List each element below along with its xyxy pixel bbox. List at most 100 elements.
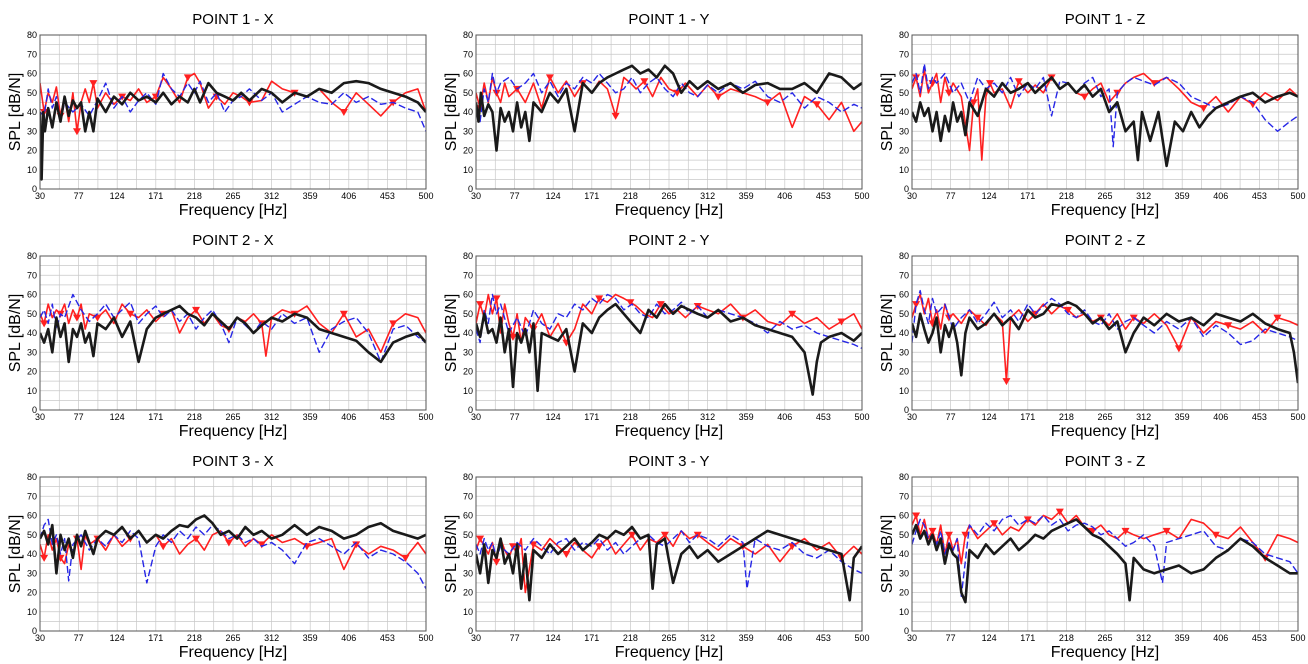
series-marker-red bbox=[257, 541, 266, 549]
series-marker-red bbox=[837, 318, 846, 326]
series-line-blue bbox=[476, 72, 862, 123]
x-tick-label: 124 bbox=[110, 633, 125, 643]
x-tick-label: 406 bbox=[777, 191, 792, 201]
plot-frame bbox=[475, 34, 863, 190]
y-tick-label: 70 bbox=[27, 491, 37, 501]
x-tick-label: 124 bbox=[982, 412, 997, 422]
series-marker-red bbox=[339, 310, 348, 318]
x-tick-label: 171 bbox=[148, 412, 163, 422]
plot-frame bbox=[475, 255, 863, 411]
y-tick-label: 0 bbox=[468, 626, 473, 636]
series-line-red bbox=[40, 72, 426, 133]
series-marker-red bbox=[714, 93, 723, 101]
y-tick-label: 60 bbox=[899, 69, 909, 79]
y-tick-label: 70 bbox=[463, 491, 473, 501]
y-tick-label: 10 bbox=[27, 165, 37, 175]
y-tick-label: 60 bbox=[899, 511, 909, 521]
y-axis-label: SPL [dB/N] bbox=[7, 515, 24, 594]
series-marker-red bbox=[973, 314, 982, 322]
x-tick-label: 500 bbox=[418, 633, 433, 643]
x-tick-label: 265 bbox=[661, 633, 676, 643]
y-tick-label: 40 bbox=[463, 328, 473, 338]
series-line-black bbox=[40, 304, 426, 364]
series-marker-red bbox=[224, 539, 233, 547]
series-marker-red bbox=[159, 543, 168, 551]
series-marker-red bbox=[1121, 527, 1130, 535]
series-marker-red bbox=[1064, 306, 1073, 314]
x-tick-label: 359 bbox=[739, 412, 754, 422]
x-tick-label: 30 bbox=[35, 191, 45, 201]
series-marker-red bbox=[1150, 80, 1159, 88]
y-tick-label: 20 bbox=[27, 146, 37, 156]
panel-title: POINT 1 - Y bbox=[628, 11, 709, 28]
series-marker-red bbox=[912, 74, 921, 82]
x-axis-label: Frequency [Hz] bbox=[615, 202, 723, 219]
series-marker-red bbox=[1162, 527, 1171, 535]
plot-frame bbox=[911, 34, 1299, 190]
series-line-red bbox=[476, 76, 862, 133]
x-tick-label: 265 bbox=[225, 191, 240, 201]
series-marker-red bbox=[628, 531, 637, 539]
chart-panel: 30 77 124 171 218 265 312 359 406 453 500 0 10 20 30 40… bbox=[872, 0, 1308, 221]
x-tick-label: 124 bbox=[546, 191, 561, 201]
y-tick-label: 30 bbox=[27, 568, 37, 578]
series-marker-red bbox=[990, 520, 999, 528]
y-tick-label: 40 bbox=[27, 328, 37, 338]
x-tick-label: 30 bbox=[907, 633, 917, 643]
series-line-blue bbox=[40, 72, 426, 132]
x-tick-label: 77 bbox=[74, 412, 84, 422]
x-tick-label: 77 bbox=[510, 633, 520, 643]
series-marker-red bbox=[595, 543, 604, 551]
series-line-blue bbox=[476, 293, 862, 350]
series-marker-red bbox=[1055, 508, 1064, 516]
series-line-black bbox=[912, 76, 1298, 168]
series-marker-red bbox=[492, 295, 501, 303]
series-line-black bbox=[476, 302, 862, 396]
y-tick-label: 80 bbox=[27, 251, 37, 261]
series-line-red bbox=[912, 293, 1298, 382]
chart-svg: 30 77 124 171 218 265 312 359 406 453 500 0 10 20 30 40… bbox=[7, 453, 434, 661]
series-marker-red bbox=[352, 541, 361, 549]
plot-frame bbox=[911, 255, 1299, 411]
x-axis-label: Frequency [Hz] bbox=[179, 644, 287, 661]
y-tick-label: 50 bbox=[27, 88, 37, 98]
plot-frame bbox=[475, 476, 863, 632]
y-axis-label: SPL [dB/N] bbox=[879, 515, 896, 594]
grid bbox=[911, 255, 1299, 411]
x-tick-label: 453 bbox=[1252, 191, 1267, 201]
y-tick-label: 30 bbox=[899, 126, 909, 136]
series-marker-red bbox=[508, 543, 517, 551]
y-tick-label: 50 bbox=[27, 530, 37, 540]
y-tick-label: 30 bbox=[899, 568, 909, 578]
chart-svg: 30 77 124 171 218 265 312 359 406 453 500 0 10 20 30 40… bbox=[7, 11, 434, 219]
plot-frame bbox=[39, 255, 427, 411]
x-tick-label: 77 bbox=[74, 191, 84, 201]
x-tick-label: 30 bbox=[471, 412, 481, 422]
x-tick-label: 312 bbox=[700, 191, 715, 201]
x-tick-label: 500 bbox=[1290, 633, 1305, 643]
series-marker-red bbox=[183, 74, 192, 82]
chart-svg: 30 77 124 171 218 265 312 359 406 453 500 0 10 20 30 40… bbox=[443, 453, 870, 661]
y-tick-label: 80 bbox=[463, 251, 473, 261]
series-marker-red bbox=[339, 109, 348, 116]
x-tick-label: 500 bbox=[418, 412, 433, 422]
x-tick-label: 171 bbox=[148, 633, 163, 643]
y-axis-label: SPL [dB/N] bbox=[879, 73, 896, 152]
y-tick-label: 40 bbox=[27, 549, 37, 559]
x-tick-label: 359 bbox=[739, 191, 754, 201]
x-tick-label: 406 bbox=[341, 412, 356, 422]
x-tick-label: 359 bbox=[303, 191, 318, 201]
y-tick-label: 70 bbox=[27, 49, 37, 59]
chart-panel: 30 77 124 171 218 265 312 359 406 453 500 0 10 20 30 40… bbox=[436, 442, 872, 663]
chart-panel: 30 77 124 171 218 265 312 359 406 453 500 0 10 20 30 40… bbox=[436, 0, 872, 221]
y-tick-label: 40 bbox=[27, 107, 37, 117]
x-axis-label: Frequency [Hz] bbox=[615, 644, 723, 661]
y-tick-label: 0 bbox=[904, 184, 909, 194]
y-axis-label: SPL [dB/N] bbox=[879, 294, 896, 373]
series-marker-red bbox=[969, 99, 978, 107]
series-marker-red bbox=[595, 295, 604, 303]
chart-panel: 30 77 124 171 218 265 312 359 406 453 500 0 10 20 30 40… bbox=[872, 442, 1308, 663]
y-tick-label: 60 bbox=[463, 69, 473, 79]
x-tick-label: 77 bbox=[946, 412, 956, 422]
y-tick-label: 0 bbox=[468, 184, 473, 194]
